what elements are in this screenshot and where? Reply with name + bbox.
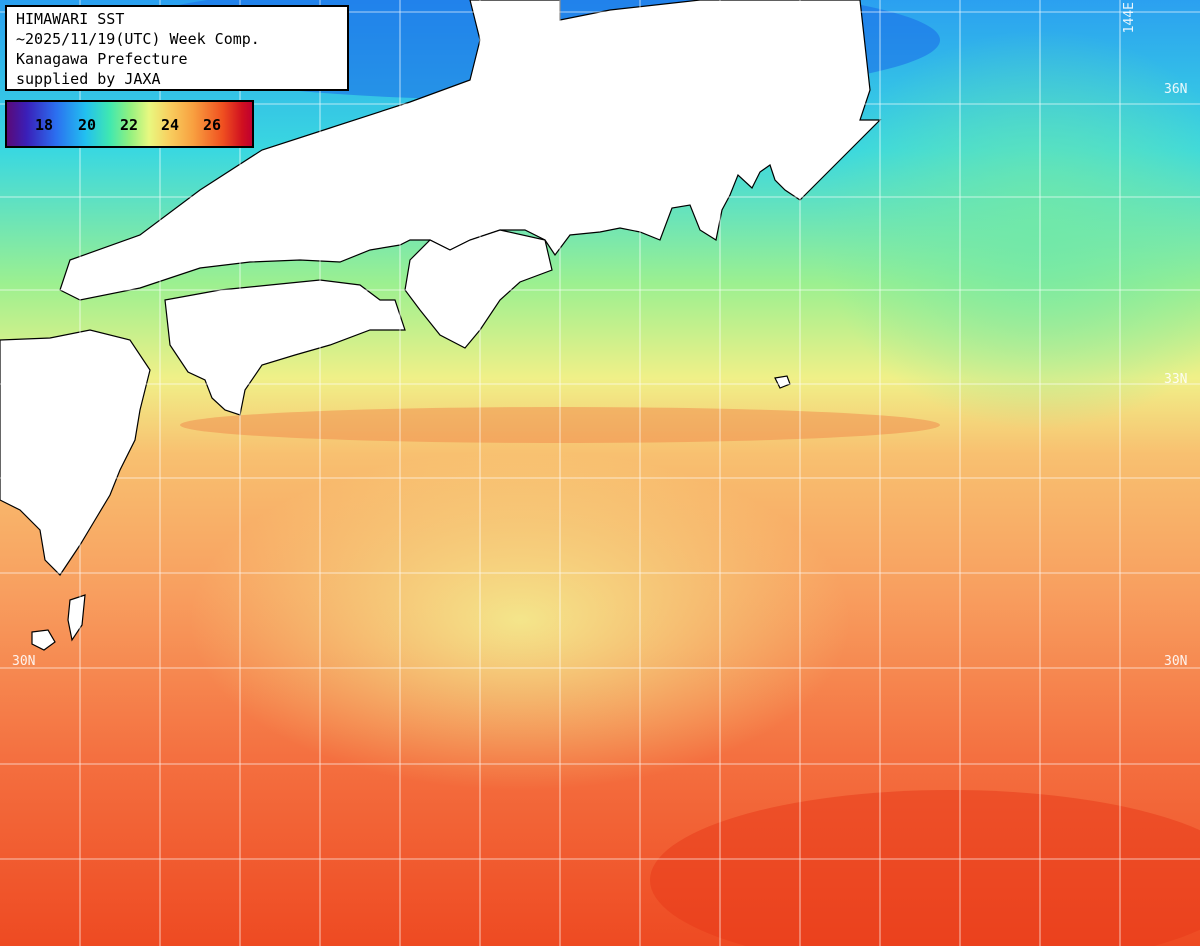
legend-label-24: 24 [161, 116, 180, 134]
data-credit: supplied by JAXA [16, 70, 161, 88]
yakushima-island [31, 629, 56, 651]
kyushu-island [0, 329, 151, 576]
latitude-label-30n-left: 30N [12, 654, 36, 669]
info-box: HIMAWARI SST ~2025/11/19(UTC) Week Comp.… [5, 5, 349, 91]
longitude-label-144e: 144E [1122, 2, 1137, 34]
organization-name: Kanagawa Prefecture [16, 50, 188, 68]
map-title: HIMAWARI SST [16, 10, 125, 28]
latitude-label-33n: 33N [1164, 372, 1188, 387]
cool-east-water [820, 30, 1200, 430]
shikoku-island [164, 279, 406, 416]
southern-warm-water [650, 790, 1200, 946]
temperature-color-scale: 18 20 22 24 26 [5, 100, 254, 148]
legend-label-26: 26 [203, 116, 222, 134]
longitude-label-136e: 136E [482, 2, 497, 34]
legend-labels: 18 20 22 24 26 [7, 116, 252, 136]
legend-label-18: 18 [35, 116, 54, 134]
kii-peninsula [404, 229, 553, 349]
legend-label-20: 20 [78, 116, 97, 134]
composite-period: ~2025/11/19(UTC) Week Comp. [16, 30, 260, 48]
warm-eddy [190, 450, 850, 790]
legend-label-22: 22 [120, 116, 139, 134]
tanegashima-island [67, 594, 86, 642]
latitude-label-30n-right: 30N [1164, 654, 1188, 669]
latitude-label-36n: 36N [1164, 82, 1188, 97]
